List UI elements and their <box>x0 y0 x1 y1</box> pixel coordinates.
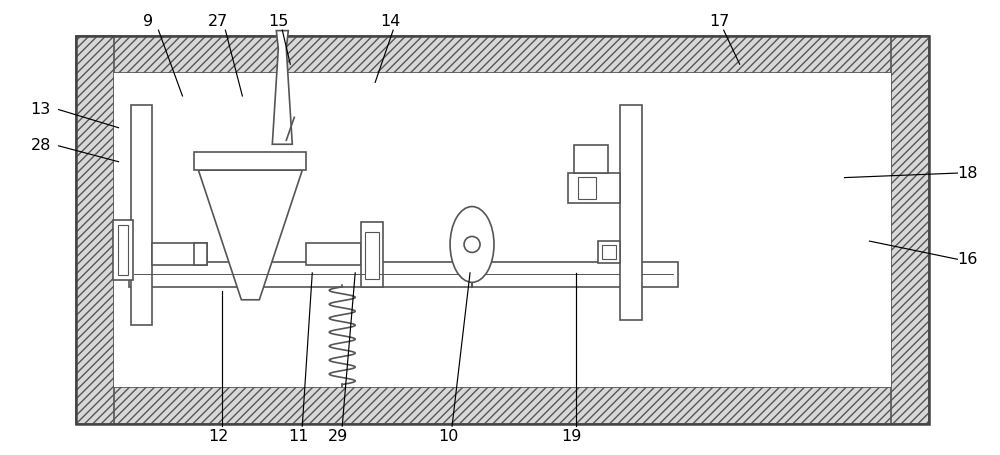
Bar <box>114 73 891 386</box>
Circle shape <box>464 237 480 253</box>
Text: 28: 28 <box>30 138 51 153</box>
Bar <box>598 241 620 263</box>
Ellipse shape <box>450 207 494 283</box>
Text: 27: 27 <box>208 14 229 29</box>
Bar <box>129 262 678 287</box>
Bar <box>891 35 929 425</box>
Bar <box>152 243 207 265</box>
Text: 13: 13 <box>31 102 51 117</box>
Polygon shape <box>198 170 302 300</box>
Text: 17: 17 <box>710 14 730 29</box>
Bar <box>620 106 642 320</box>
Text: 10: 10 <box>438 429 458 444</box>
Bar <box>76 35 929 425</box>
Bar <box>76 386 929 425</box>
Bar <box>76 35 929 73</box>
Text: 16: 16 <box>957 252 978 267</box>
Bar <box>602 245 616 259</box>
Polygon shape <box>272 30 292 144</box>
Bar <box>118 225 128 275</box>
Bar <box>578 177 596 199</box>
Bar <box>76 35 114 425</box>
Text: 18: 18 <box>957 166 978 181</box>
Bar <box>113 220 133 280</box>
Text: 14: 14 <box>380 14 400 29</box>
Bar <box>194 243 207 265</box>
Text: 11: 11 <box>288 429 309 444</box>
Bar <box>131 106 152 325</box>
Text: 9: 9 <box>143 14 154 29</box>
Text: 12: 12 <box>208 429 229 444</box>
Bar <box>361 222 383 287</box>
Bar <box>365 232 379 279</box>
Text: 15: 15 <box>268 14 288 29</box>
Bar <box>574 145 608 173</box>
Bar <box>194 152 306 170</box>
Text: 29: 29 <box>328 429 348 444</box>
Bar <box>568 173 620 203</box>
Bar <box>306 243 361 265</box>
Text: 19: 19 <box>562 429 582 444</box>
